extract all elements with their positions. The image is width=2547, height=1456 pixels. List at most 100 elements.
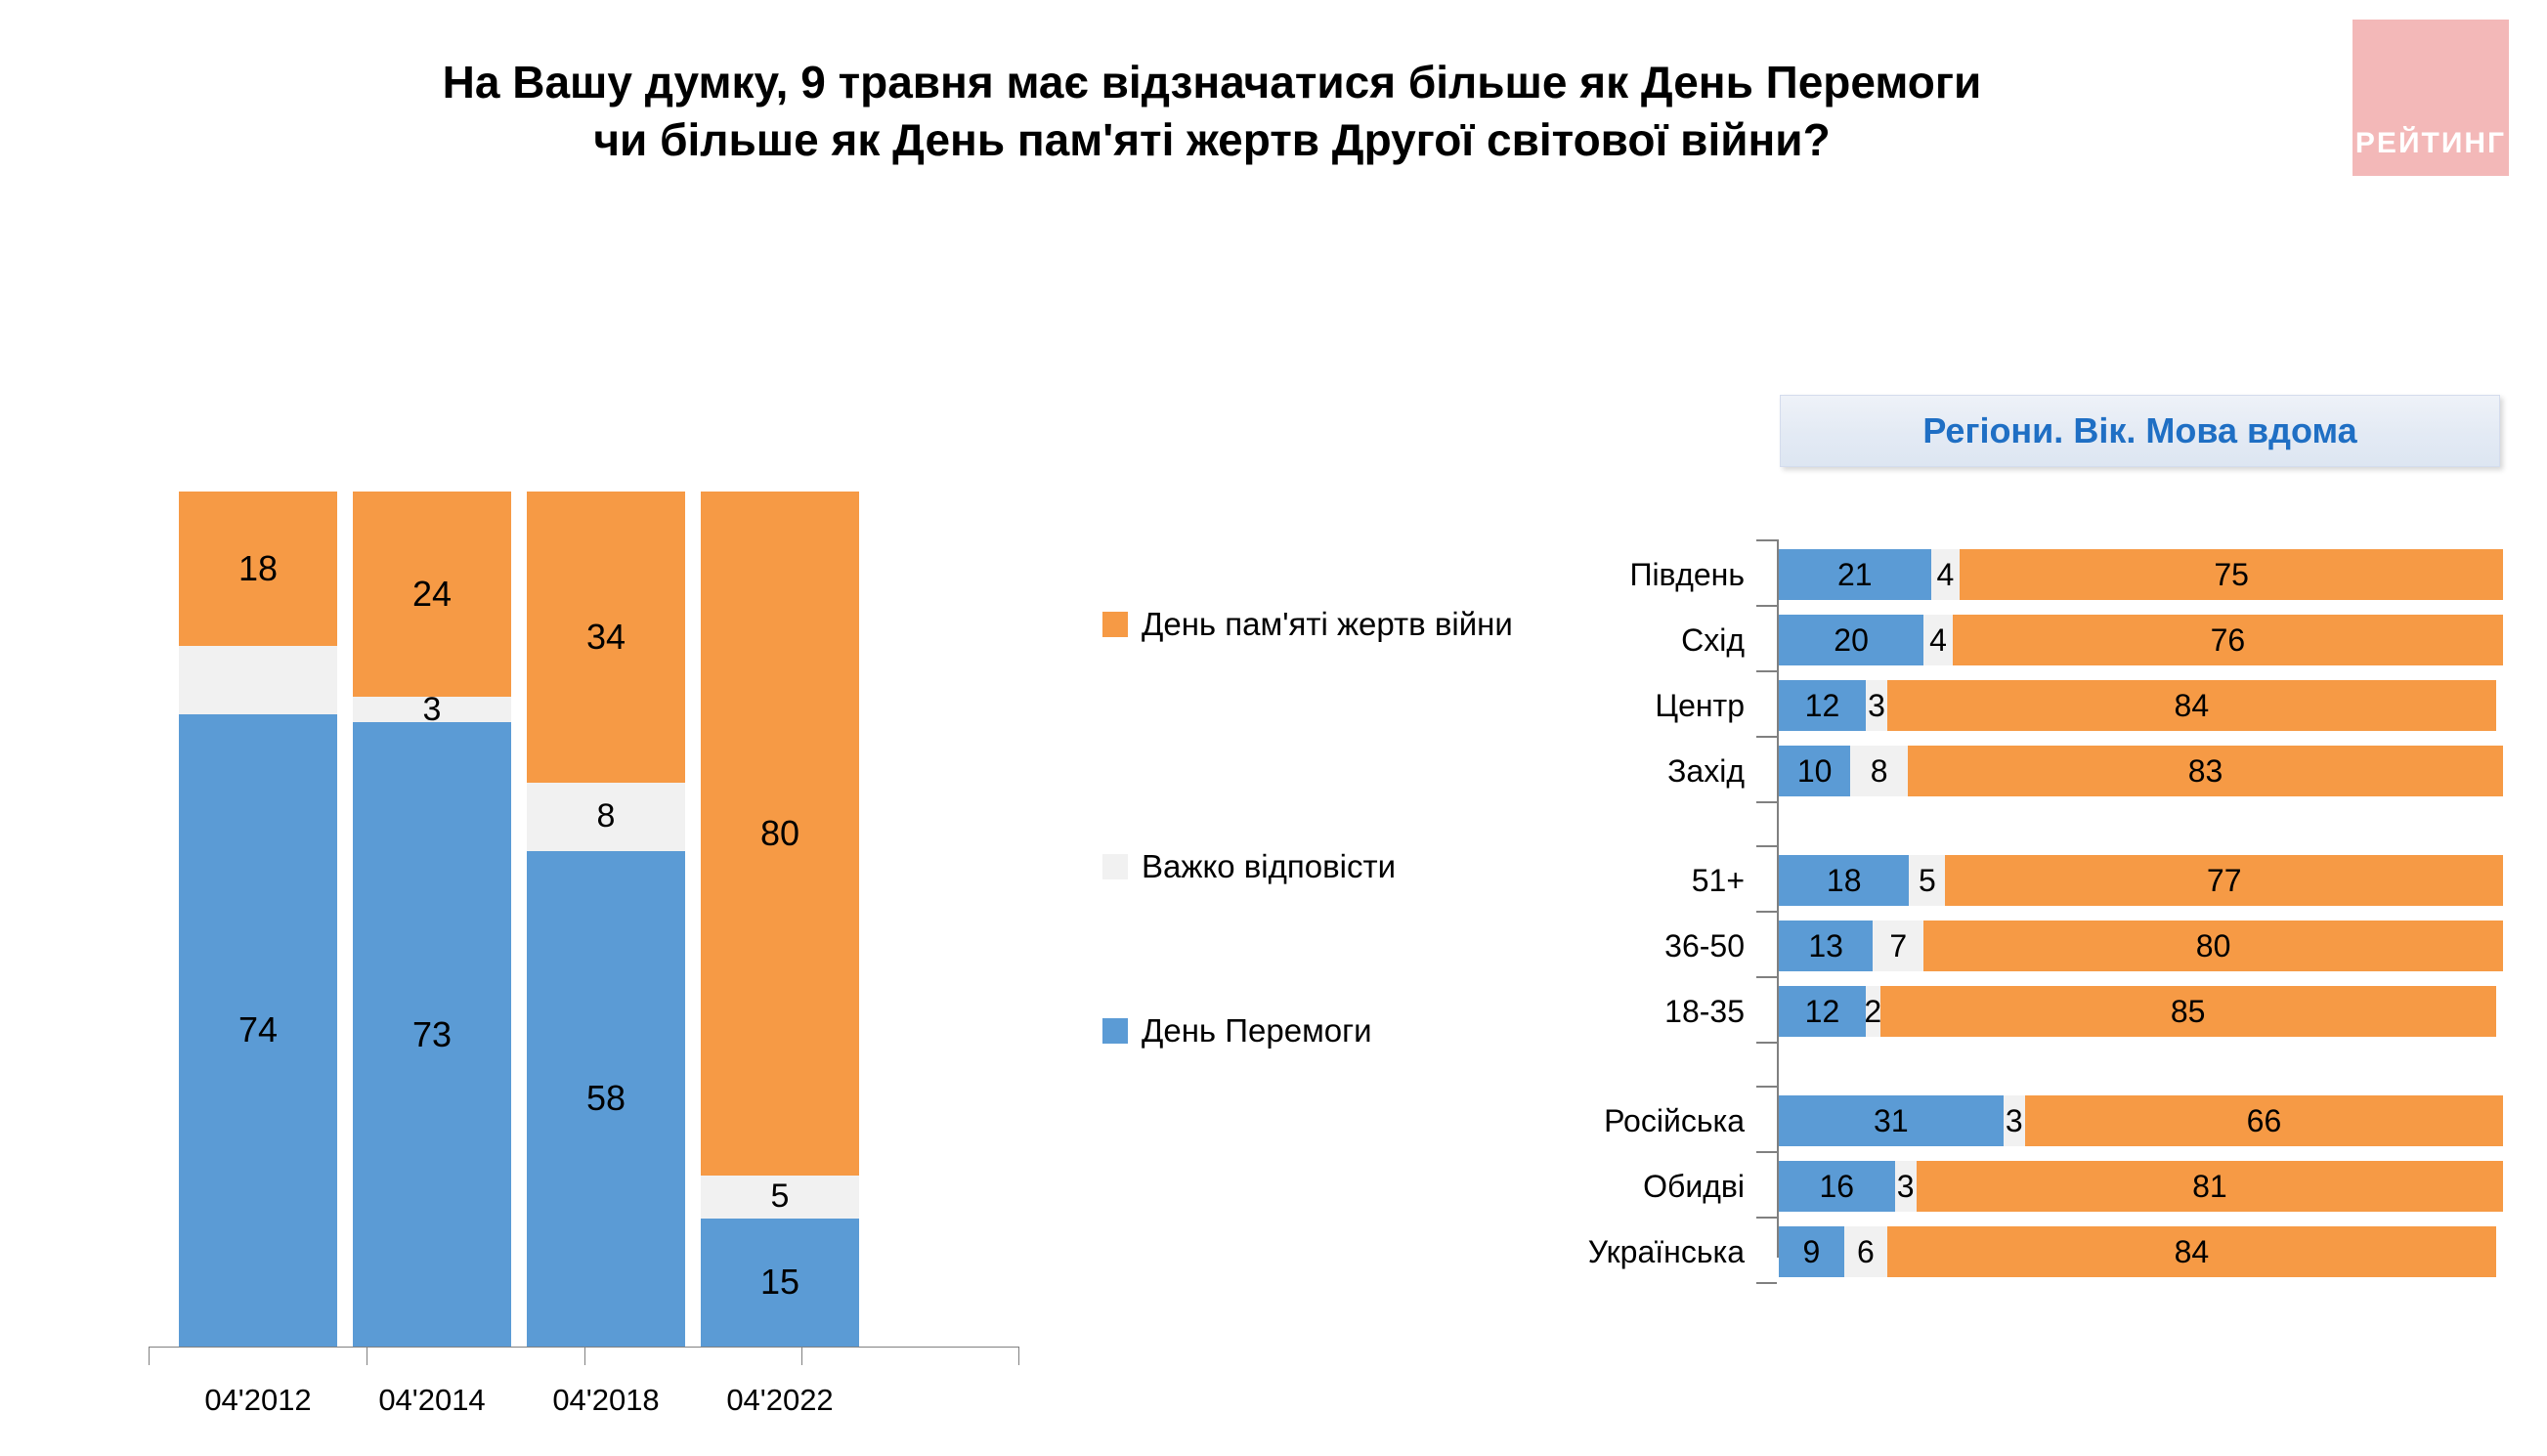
breakdown-segment-value: 75 [2214,556,2249,592]
breakdown-segment-value: 84 [2174,1233,2210,1269]
breakdown-segment-grey: 3 [1865,680,1888,731]
breakdown-segment-grey: 8 [1850,746,1909,796]
trend-segment-grey: 3 [353,691,511,728]
trend-column: 80 5 15 [701,492,859,1350]
trend-x-axis-label: 04'2012 [204,1383,312,1417]
breakdown-segment-blue: 9 [1779,1226,1844,1277]
trend-x-tick [584,1347,585,1365]
breakdown-segment-orange: 75 [1960,549,2503,600]
trend-x-axis-label: 04'2018 [552,1383,660,1417]
breakdown-segment-value: 66 [2246,1102,2282,1138]
breakdown-y-axis-line [1777,539,1779,1258]
breakdown-segment-value: 84 [2174,687,2210,723]
trend-x-tick [801,1347,802,1365]
trend-x-axis-label: 04'2022 [726,1383,834,1417]
breakdown-segment-orange: 76 [1952,615,2503,665]
legend-item-label: День пам'яті жертв війни [1142,606,1513,642]
breakdown-segment-value: 12 [1804,687,1840,723]
breakdown-y-tick [1756,736,1777,738]
breakdown-bar-row: 20 4 76 [1779,615,2503,665]
breakdown-category-label: Українська [1587,1234,1745,1269]
breakdown-segment-value: 8 [1870,752,1888,789]
legend-item-label: Важко відповісти [1142,848,1397,884]
trend-column: 34 8 58 [527,492,685,1350]
breakdown-segment-orange: 84 [1887,680,2496,731]
breakdown-segment-blue: 31 [1779,1095,2004,1146]
breakdown-segment-blue: 12 [1779,986,1866,1037]
breakdown-segment-value: 3 [1868,687,1885,723]
breakdown-segment-grey: 3 [2003,1095,2025,1146]
page-title-line-1: На Вашу думку, 9 травня має відзначатися… [442,57,1982,107]
breakdown-bar-row: 13 7 80 [1779,921,2503,971]
trend-segment-value: 74 [237,1009,279,1050]
breakdown-segment-grey: 5 [1909,855,1946,906]
breakdown-segment-value: 4 [1936,556,1955,592]
trend-segment-value: 3 [422,690,442,728]
legend-swatch-orange [1102,612,1128,637]
trend-segment-blue: 73 [353,722,511,1347]
trend-segment-value: 73 [411,1013,453,1054]
breakdown-segment-blue: 12 [1779,680,1866,731]
breakdown-segment-blue: 10 [1779,746,1851,796]
breakdown-segment-value: 18 [1826,862,1862,898]
breakdown-segment-value: 4 [1929,621,1947,658]
breakdown-bar-row: 31 3 66 [1779,1095,2503,1146]
breakdown-segment-value: 80 [2195,927,2231,964]
breakdown-category-label: Обидві [1643,1169,1745,1204]
breakdown-segment-blue: 21 [1779,549,1931,600]
legend-item[interactable]: День Перемоги [1102,1012,1372,1049]
breakdown-panel-header: Регіони. Вік. Мова вдома [1780,395,2500,467]
breakdown-y-tick [1756,605,1777,607]
breakdown-bar-row: 9 6 84 [1779,1226,2503,1277]
legend-swatch-grey [1102,854,1128,879]
logo-text: РЕЙТИНГ [2354,127,2507,159]
breakdown-segment-blue: 18 [1779,855,1910,906]
trend-segment-value: 58 [585,1078,626,1119]
breakdown-segment-blue: 20 [1779,615,1924,665]
breakdown-segment-value: 6 [1857,1233,1875,1269]
trend-segment-orange: 34 [527,492,685,783]
breakdown-segment-value: 83 [2187,752,2223,789]
trend-segment-blue: 58 [527,850,685,1347]
breakdown-y-tick [1756,670,1777,672]
legend-swatch-blue [1102,1018,1128,1044]
breakdown-segment-orange: 85 [1879,986,2496,1037]
breakdown-segment-orange: 66 [2024,1095,2503,1146]
trend-x-tick [149,1347,150,1365]
rating-logo: РЕЙТИНГ [2353,20,2509,176]
breakdown-bar-row: 16 3 81 [1779,1161,2503,1212]
breakdown-y-tick [1756,976,1777,978]
breakdown-category-label: 18-35 [1664,994,1745,1029]
trend-segment-grey [179,645,337,714]
breakdown-segment-value: 13 [1808,927,1843,964]
breakdown-segment-grey: 6 [1843,1226,1888,1277]
breakdown-category-label: 36-50 [1664,928,1745,964]
breakdown-y-tick [1756,1042,1777,1044]
breakdown-segment-orange: 84 [1887,1226,2496,1277]
breakdown-y-tick [1756,911,1777,913]
breakdown-category-label: Схід [1681,622,1745,658]
legend-item[interactable]: День пам'яті жертв війни [1102,606,1513,643]
trend-segment-value: 24 [411,574,453,614]
trend-column: 24 3 73 [353,492,511,1350]
legend-item[interactable]: Важко відповісти [1102,848,1396,885]
breakdown-segment-orange: 83 [1908,746,2503,796]
breakdown-bar-row: 12 3 84 [1779,680,2503,731]
breakdown-category-label: Захід [1667,753,1745,789]
trend-x-tick [1018,1347,1019,1365]
breakdown-y-tick [1756,801,1777,803]
breakdown-segment-value: 9 [1802,1233,1821,1269]
trend-segment-blue: 74 [179,713,337,1347]
breakdown-segment-value: 16 [1819,1168,1855,1204]
breakdown-bar-row: 21 4 75 [1779,549,2503,600]
breakdown-y-tick [1756,1282,1777,1284]
breakdown-segment-value: 7 [1889,927,1908,964]
breakdown-segment-value: 85 [2170,993,2206,1029]
trend-segment-blue: 15 [701,1218,859,1347]
trend-segment-orange: 18 [179,492,337,646]
trend-segment-value: 5 [770,1178,790,1216]
breakdown-segment-value: 31 [1874,1102,1909,1138]
trend-column: 18 74 [179,492,337,1350]
trend-segment-value: 8 [596,797,616,835]
